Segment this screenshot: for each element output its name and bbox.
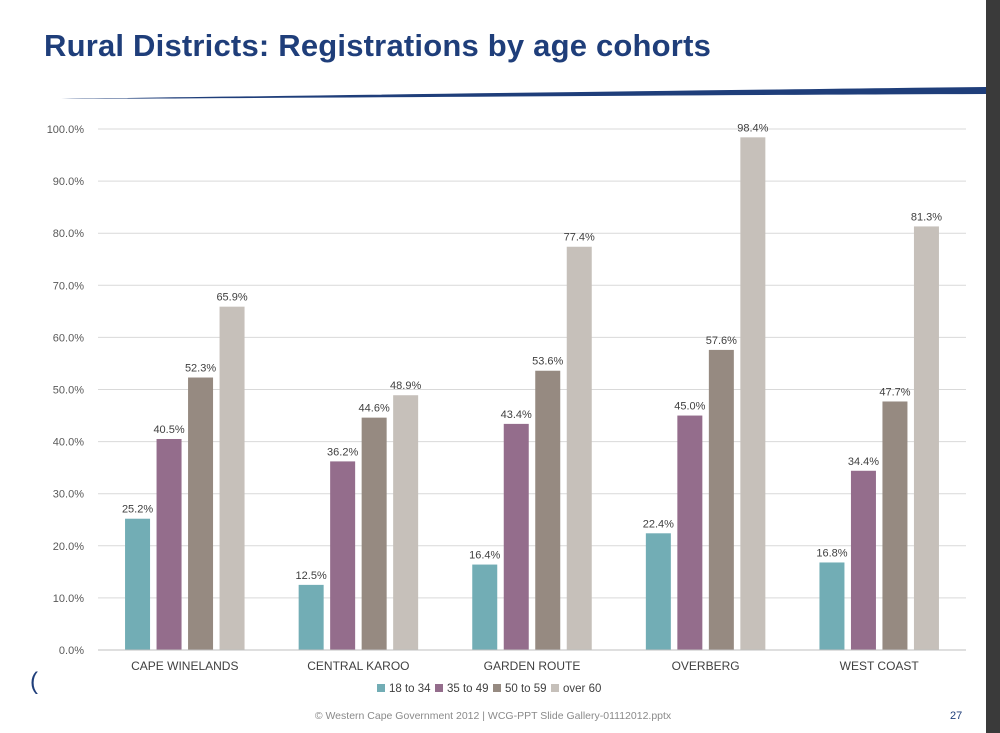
bar [219, 306, 245, 650]
x-tick-label: CENTRAL KAROO [307, 659, 409, 673]
data-label: 47.7% [879, 386, 910, 398]
data-label: 16.8% [816, 547, 847, 559]
x-tick-label: GARDEN ROUTE [484, 659, 581, 673]
data-label: 98.4% [737, 122, 768, 134]
data-label: 36.2% [327, 446, 358, 458]
bar [882, 401, 908, 650]
bar [393, 395, 419, 650]
legend-label: 18 to 34 [389, 683, 431, 695]
data-label: 34.4% [848, 456, 879, 468]
legend-swatch [493, 684, 501, 692]
bar [819, 562, 845, 650]
bar [298, 584, 324, 650]
bar [188, 377, 214, 650]
y-tick-label: 20.0% [53, 541, 84, 553]
page-number: 27 [950, 710, 963, 722]
bar [645, 533, 671, 650]
data-label: 43.4% [501, 409, 532, 421]
x-tick-label: CAPE WINELANDS [131, 659, 238, 673]
bar [740, 137, 766, 650]
bar [472, 564, 498, 650]
bar [125, 518, 151, 650]
legend-swatch [435, 684, 443, 692]
data-label: 12.5% [296, 570, 327, 582]
data-label: 77.4% [564, 232, 595, 244]
data-label: 48.9% [390, 380, 421, 392]
y-tick-label: 90.0% [53, 176, 84, 188]
y-tick-label: 40.0% [53, 437, 84, 449]
data-label: 22.4% [643, 518, 674, 530]
legend-label: 50 to 59 [505, 683, 547, 695]
y-tick-label: 50.0% [53, 385, 84, 397]
slide-title: Rural Districts: Registrations by age co… [44, 28, 712, 63]
title-underline-swoosh [40, 87, 986, 99]
data-label: 65.9% [216, 292, 247, 304]
legend-swatch [551, 684, 559, 692]
data-label: 16.4% [469, 550, 500, 562]
y-tick-label: 100.0% [47, 124, 85, 136]
stray-parenthesis: ( [30, 668, 38, 695]
slide-footer: © Western Cape Government 2012 | WCG-PPT… [314, 710, 672, 722]
data-label: 52.3% [185, 363, 216, 375]
bar [156, 438, 182, 650]
x-tick-label: OVERBERG [672, 659, 740, 673]
y-tick-label: 10.0% [53, 593, 84, 605]
y-tick-label: 30.0% [53, 489, 84, 501]
bar [677, 415, 703, 650]
bar [361, 417, 387, 650]
data-label: 57.6% [706, 335, 737, 347]
data-label: 53.6% [532, 356, 563, 368]
data-label: 81.3% [911, 211, 942, 223]
bar [535, 370, 561, 650]
y-tick-label: 80.0% [53, 228, 84, 240]
bar [913, 226, 939, 650]
data-label: 25.2% [122, 504, 153, 516]
bar [330, 461, 356, 650]
bar-chart: 25.2% 40.5% 52.3% 65.9% 12.5% 36.2% 44.6%48.9%… [47, 122, 966, 695]
x-tick-label: WEST COAST [840, 659, 920, 673]
bar [503, 423, 529, 650]
y-tick-label: 60.0% [53, 332, 84, 344]
legend-swatch [377, 684, 385, 692]
data-label: 40.5% [153, 424, 184, 436]
legend-label: over 60 [563, 683, 601, 695]
bar [850, 470, 876, 650]
data-label: 44.6% [359, 403, 390, 415]
data-label: 45.0% [674, 401, 705, 413]
y-tick-label: 70.0% [53, 280, 84, 292]
bar [708, 349, 734, 650]
legend-label: 35 to 49 [447, 683, 489, 695]
y-tick-label: 0.0% [59, 645, 84, 657]
bar [566, 246, 592, 650]
window-edge [986, 0, 1000, 733]
